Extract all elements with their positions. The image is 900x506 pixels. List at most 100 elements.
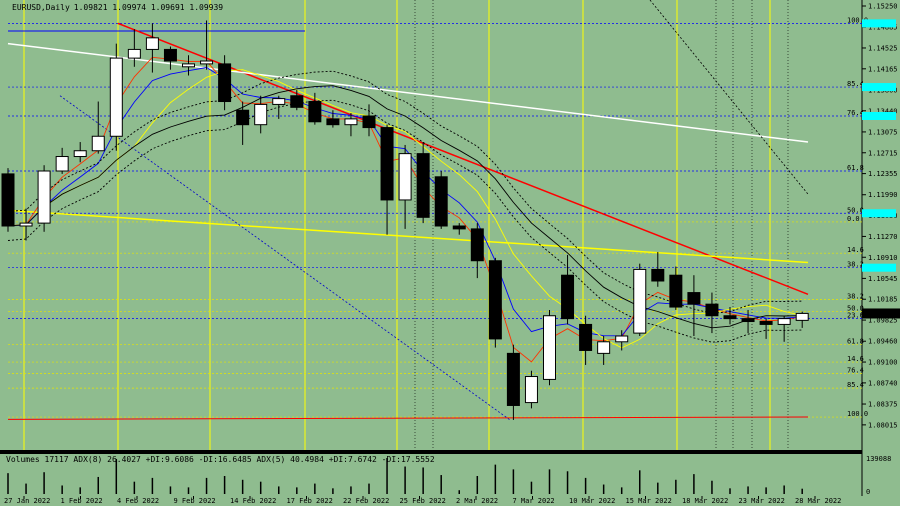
time-tick-label: 4 Feb 2022: [117, 497, 159, 505]
candle-body: [344, 118, 358, 126]
candle-body: [236, 109, 250, 126]
time-axis-labels: 27 Jan 2022 1 Feb 2022 4 Feb 2022 9 Feb 202…: [4, 496, 841, 505]
symbol-label: EURUSD,Daily 1.09821 1.09974 1.09691 1.09…: [12, 3, 223, 12]
ma-yellow-line: [7, 69, 803, 349]
channel-dotted-line: [59, 95, 511, 421]
fib-level-label: 23.6: [847, 312, 864, 320]
fib-level-label: 38.2: [847, 261, 864, 269]
candle-body: [145, 37, 159, 50]
candle-body: [109, 57, 123, 137]
price-tick-label: 1.09100: [868, 359, 898, 367]
fib-level-label: 14.6: [847, 355, 864, 363]
candle-body: [723, 315, 737, 320]
candle-body: [218, 63, 232, 103]
level-tag: [862, 83, 896, 92]
fib-level-label: 50.0: [847, 206, 864, 214]
time-tick-label: 14 Feb 2022: [230, 497, 276, 505]
candle-body: [524, 376, 538, 404]
candle-body: [543, 315, 556, 380]
candle-body: [127, 48, 141, 59]
price-tick-label: 1.09825: [868, 317, 898, 325]
candle-body: [380, 127, 394, 201]
candle-body: [308, 101, 322, 123]
white-trendline: [7, 42, 809, 143]
candles[interactable]: [1, 20, 809, 420]
candle-body: [452, 225, 466, 230]
price-tick-label: 1.08740: [868, 379, 898, 387]
candle-body: [163, 48, 177, 62]
fib-level-label: 61.8: [847, 338, 864, 346]
ma-lower-dotted: [7, 99, 803, 343]
price-tick-label: 1.08375: [868, 401, 898, 409]
candle-body: [434, 176, 448, 227]
time-tick-label: 22 Feb 2022: [343, 497, 389, 505]
candle-body: [488, 260, 502, 340]
fib-level-label: 38.2: [847, 293, 864, 301]
candle-body: [777, 318, 791, 325]
fib-level-label: 85.4: [847, 381, 864, 389]
low-level-line: [7, 416, 809, 420]
time-axis: [0, 496, 900, 506]
candle-body: [73, 150, 87, 158]
candle-body: [795, 312, 809, 321]
price-tick-label: 1.12355: [868, 170, 898, 178]
fib-level-label: 50.0: [847, 305, 864, 313]
candle-body: [759, 321, 773, 325]
level-tag: [862, 209, 896, 218]
fibonacci-levels: 100.0 85.4 76.4 61.8 50.0 38.2 23.6 0.0 14.6 38.2…: [7, 16, 868, 420]
time-tick-label: 27 Jan 2022: [4, 497, 50, 505]
price-axis-labels: 1.152501.148851.145251.141651.138001.134…: [862, 3, 900, 429]
time-tick-label: 25 Feb 2022: [400, 497, 446, 505]
level-tag: [862, 263, 896, 272]
price-tick-label: 1.12715: [868, 149, 898, 157]
time-tick-label: 28 Mar 2022: [795, 497, 841, 505]
candle-body: [254, 103, 268, 126]
candle-body: [91, 135, 105, 152]
price-tick-label: 1.15250: [868, 3, 898, 11]
candle-body: [597, 341, 611, 354]
volume-bars: 139088 0: [7, 455, 891, 496]
candle-body: [741, 318, 755, 323]
time-tick-label: 9 Feb 2022: [174, 497, 216, 505]
time-tick-label: 7 Mar 2022: [513, 497, 555, 505]
time-tick-label: 23 Mar 2022: [739, 497, 785, 505]
candle-body: [651, 268, 665, 282]
candle-body: [19, 222, 33, 227]
candle-body: [416, 153, 430, 218]
ma-black-line: [7, 85, 803, 329]
level-tag: [862, 19, 896, 28]
price-tick-label: 1.14165: [868, 65, 898, 73]
fib-level-label: 0.0: [847, 215, 860, 223]
price-tick-label: 1.10545: [868, 275, 898, 283]
fib-level-label: 76.4: [847, 367, 864, 375]
level-tag: [862, 112, 896, 120]
price-tick-label: 1.13075: [868, 128, 898, 136]
indicator-label: Volumes 17117 ADX(8) 26.4027 +DI:9.6086 …: [6, 455, 435, 464]
candle-body: [506, 352, 520, 406]
time-tick-label: 18 Mar 2022: [682, 497, 728, 505]
current-price-tag: [862, 308, 900, 319]
volume-tick-label: 139088: [866, 455, 891, 463]
price-axis: [862, 0, 900, 496]
price-tick-label: 1.11990: [868, 191, 898, 199]
price-tick-label: 1.14885: [868, 24, 898, 32]
fib-level-label: 85.4: [847, 80, 864, 88]
time-tick-label: 15 Mar 2022: [626, 497, 672, 505]
candle-body: [669, 274, 683, 308]
fib-level-label: 100.0: [847, 16, 868, 24]
price-tick-label: 1.08015: [868, 421, 898, 429]
current-price-label: 1.09939: [866, 310, 896, 318]
ma-upper-dotted: [7, 70, 803, 314]
time-tick-label: 1 Feb 2022: [61, 497, 103, 505]
time-tick-label: 10 Mar 2022: [569, 497, 615, 505]
price-tick-label: 1.14525: [868, 44, 898, 52]
fib-level-label: 61.8: [847, 164, 864, 172]
candle-body: [37, 170, 51, 224]
yellow-trendline: [7, 209, 809, 264]
time-tick-label: 2 Mar 2022: [456, 497, 498, 505]
time-tick-label: 17 Feb 2022: [287, 497, 333, 505]
candle-body: [687, 292, 701, 305]
candle-body: [398, 153, 412, 201]
